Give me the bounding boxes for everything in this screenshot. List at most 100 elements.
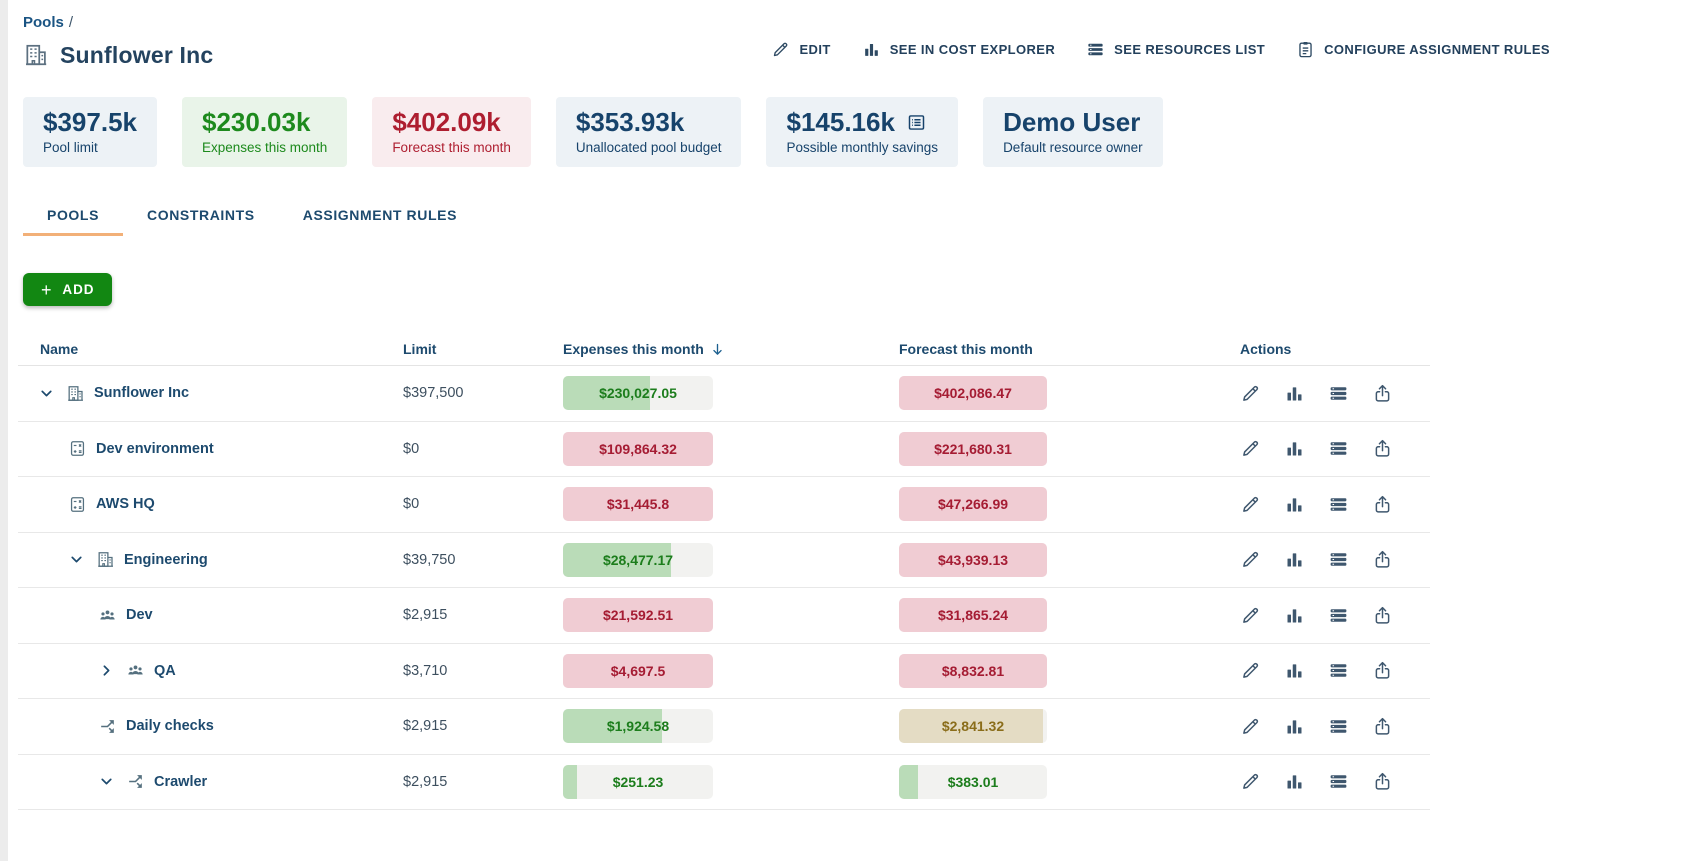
card-value-text: Demo User bbox=[1003, 107, 1141, 137]
card-label: Expenses this month bbox=[201, 140, 328, 155]
summary-card-expenses-this-month: $230.03k Expenses this month bbox=[181, 97, 348, 167]
pool-cost-explorer-button[interactable] bbox=[1284, 660, 1305, 681]
card-value: $230.03k bbox=[202, 107, 327, 137]
pool-name-link[interactable]: Dev environment bbox=[96, 440, 214, 457]
pool-cost-explorer-button[interactable] bbox=[1284, 494, 1305, 515]
expenses-value: $109,864.32 bbox=[599, 440, 677, 457]
pool-limit-value: $39,750 bbox=[403, 551, 456, 568]
pool-name-link[interactable]: Dev bbox=[126, 607, 153, 624]
chevron-down-icon[interactable] bbox=[68, 551, 85, 568]
actions-cell bbox=[1229, 660, 1430, 681]
edit-pool-button[interactable] bbox=[1240, 605, 1261, 626]
edit-pool-button[interactable] bbox=[1240, 494, 1261, 515]
expenses-value: $4,697.5 bbox=[610, 662, 666, 679]
column-header-expenses-this-month[interactable]: Expenses this month bbox=[563, 341, 899, 358]
summary-card-unallocated-pool-budget: $353.93k Unallocated pool budget bbox=[555, 97, 742, 167]
pool-share-button[interactable] bbox=[1372, 605, 1393, 626]
pill-progress-fill bbox=[899, 431, 1047, 466]
forecast-value: $383.01 bbox=[947, 773, 999, 790]
pool-cost-explorer-button[interactable] bbox=[1284, 605, 1305, 626]
pool-cost-explorer-button[interactable] bbox=[1284, 716, 1305, 737]
edit-pool-button[interactable] bbox=[1240, 438, 1261, 459]
chevron-down-icon[interactable] bbox=[98, 773, 115, 790]
budget-icon bbox=[68, 439, 87, 458]
pool-row-sunflower-inc: Sunflower Inc $397,500 $230,027.05 $402,086… bbox=[18, 366, 1430, 422]
pool-share-button[interactable] bbox=[1372, 383, 1393, 404]
tab-pools[interactable]: POOLS bbox=[23, 195, 124, 236]
edit-pool-button[interactable] bbox=[1240, 660, 1261, 681]
actions-cell bbox=[1229, 494, 1430, 515]
edit-button[interactable]: EDIT bbox=[771, 40, 830, 59]
chevron-right-icon[interactable] bbox=[98, 662, 115, 679]
savings-list-icon bbox=[906, 112, 927, 133]
forecast-value: $221,680.31 bbox=[934, 440, 1012, 457]
add-button-label: ADD bbox=[62, 282, 95, 297]
pool-name-link[interactable]: Crawler bbox=[154, 773, 208, 790]
pool-share-button[interactable] bbox=[1372, 438, 1393, 459]
see-in-cost-explorer-button[interactable]: SEE IN COST EXPLORER bbox=[862, 40, 1055, 59]
pool-resources-button[interactable] bbox=[1328, 605, 1349, 626]
pool-name-link[interactable]: QA bbox=[154, 662, 176, 679]
column-header-name[interactable]: Name bbox=[18, 341, 403, 357]
edit-pool-button[interactable] bbox=[1240, 549, 1261, 570]
column-header-limit[interactable]: Limit bbox=[403, 341, 563, 357]
pipeline-icon bbox=[98, 717, 117, 736]
pool-share-button[interactable] bbox=[1372, 771, 1393, 792]
expenses-pill: $251.23 bbox=[563, 764, 713, 799]
pool-resources-button[interactable] bbox=[1328, 383, 1349, 404]
list-icon bbox=[1086, 40, 1105, 59]
pool-limit-value: $2,915 bbox=[403, 607, 448, 624]
pill-progress-fill bbox=[563, 764, 577, 799]
pool-resources-button[interactable] bbox=[1328, 660, 1349, 681]
tab-constraints[interactable]: CONSTRAINTS bbox=[123, 195, 279, 236]
summary-card-possible-monthly-savings: $145.16k Possible monthly savings bbox=[766, 97, 959, 167]
tabs: POOLS CONSTRAINTS ASSIGNMENT RULES bbox=[23, 195, 1550, 236]
see-resources-list-button[interactable]: SEE RESOURCES LIST bbox=[1086, 40, 1265, 59]
pool-name-link[interactable]: Daily checks bbox=[126, 718, 214, 735]
pool-cost-explorer-button[interactable] bbox=[1284, 438, 1305, 459]
pill-progress-fill bbox=[899, 487, 1047, 522]
pool-share-button[interactable] bbox=[1372, 716, 1393, 737]
card-value-text: $230.03k bbox=[201, 107, 311, 137]
name-cell: Sunflower Inc bbox=[18, 384, 403, 403]
card-value: Demo User bbox=[1003, 107, 1143, 137]
pool-resources-button[interactable] bbox=[1328, 716, 1349, 737]
edit-pool-button[interactable] bbox=[1240, 716, 1261, 737]
expenses-cell: $31,445.8 bbox=[563, 487, 899, 522]
chevron-down-icon[interactable] bbox=[38, 385, 55, 402]
pool-share-button[interactable] bbox=[1372, 494, 1393, 515]
pool-share-button[interactable] bbox=[1372, 549, 1393, 570]
pool-resources-button[interactable] bbox=[1328, 549, 1349, 570]
name-cell: AWS HQ bbox=[18, 495, 403, 514]
forecast-cell: $2,841.32 bbox=[899, 709, 1229, 744]
pool-name-link[interactable]: Engineering bbox=[124, 551, 208, 568]
limit-cell: $2,915 bbox=[403, 717, 563, 735]
pool-cost-explorer-button[interactable] bbox=[1284, 383, 1305, 404]
edit-pool-button[interactable] bbox=[1240, 383, 1261, 404]
pool-resources-button[interactable] bbox=[1328, 771, 1349, 792]
name-cell: Engineering bbox=[18, 550, 403, 569]
column-header-forecast-this-month[interactable]: Forecast this month bbox=[899, 341, 1229, 357]
actions-cell bbox=[1229, 716, 1430, 737]
expenses-pill: $21,592.51 bbox=[563, 598, 713, 633]
breadcrumb-pools-link[interactable]: Pools bbox=[23, 14, 64, 31]
card-label: Forecast this month bbox=[392, 140, 511, 155]
forecast-value: $8,832.81 bbox=[941, 662, 1005, 679]
pool-name-link[interactable]: AWS HQ bbox=[96, 496, 155, 513]
forecast-pill: $402,086.47 bbox=[899, 376, 1047, 411]
budget-icon bbox=[68, 495, 87, 514]
bar-chart-icon bbox=[862, 40, 881, 59]
pool-resources-button[interactable] bbox=[1328, 438, 1349, 459]
edit-pool-button[interactable] bbox=[1240, 771, 1261, 792]
pool-name-link[interactable]: Sunflower Inc bbox=[94, 385, 190, 402]
forecast-cell: $402,086.47 bbox=[899, 376, 1229, 411]
add-pool-button[interactable]: + ADD bbox=[23, 273, 113, 306]
pool-share-button[interactable] bbox=[1372, 660, 1393, 681]
pool-resources-button[interactable] bbox=[1328, 494, 1349, 515]
card-label: Pool limit bbox=[43, 140, 98, 155]
pool-row-crawler: Crawler $2,915 $251.23 $383.01 bbox=[18, 755, 1430, 810]
configure-assignment-rules-button[interactable]: CONFIGURE ASSIGNMENT RULES bbox=[1296, 40, 1550, 59]
pool-cost-explorer-button[interactable] bbox=[1284, 771, 1305, 792]
tab-assignment-rules[interactable]: ASSIGNMENT RULES bbox=[279, 195, 481, 236]
pool-cost-explorer-button[interactable] bbox=[1284, 549, 1305, 570]
